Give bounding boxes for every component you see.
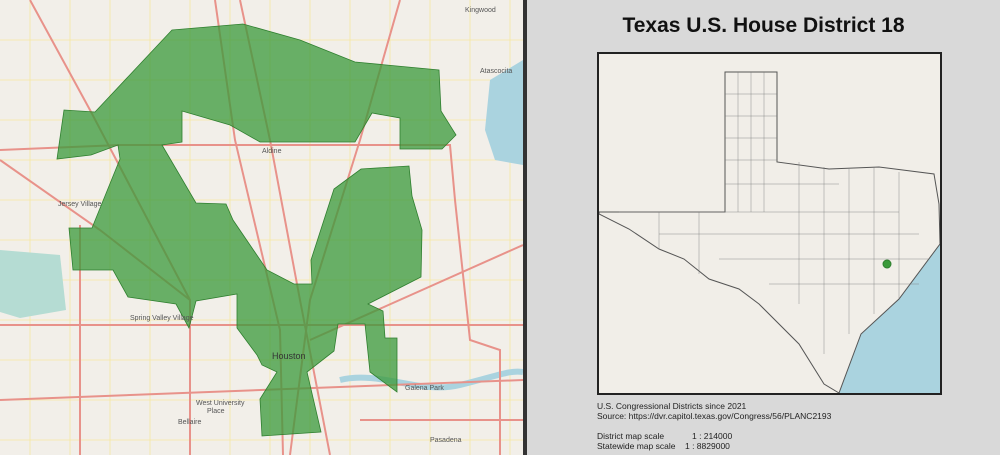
district-scale-label: District map scale [597, 431, 665, 441]
district-18-area[interactable] [56, 23, 457, 437]
gulf-water [839, 244, 940, 393]
info-source: Source: https://dvr.capitol.texas.gov/Co… [597, 411, 832, 421]
texas-outline [599, 71, 940, 393]
label-pasadena: Pasadena [430, 437, 462, 444]
statewide-scale-label: Statewide map scale [597, 441, 676, 451]
district-map-svg: Houston Aldine Galena Park Pasadena West… [0, 0, 523, 455]
label-galena-park: Galena Park [405, 385, 444, 392]
water-reservoir [0, 250, 66, 318]
county-lines [619, 72, 929, 354]
label-spring-valley: Spring Valley Village [130, 315, 194, 322]
ship-channel [339, 368, 523, 391]
label-kingwood: Kingwood [465, 7, 496, 14]
panel-divider [523, 0, 527, 455]
statewide-map [597, 52, 942, 395]
label-jersey-village: Jersey Village [58, 201, 102, 208]
label-bellaire: Bellaire [178, 419, 201, 426]
statewide-scale-value: 1 : 8829000 [685, 441, 730, 451]
page-title: Texas U.S. House District 18 [622, 14, 905, 37]
label-place: Place [207, 408, 225, 415]
label-aldine: Aldine [262, 148, 282, 155]
label-houston: Houston [272, 351, 306, 361]
water-lake [485, 60, 523, 165]
info-panel: Texas U.S. House District 18 U.S. Congre… [527, 0, 1000, 455]
label-atascocita: Atascocita [480, 68, 512, 75]
district-18-marker[interactable] [882, 259, 892, 269]
statewide-map-svg [599, 71, 940, 393]
info-districts-since: U.S. Congressional Districts since 2021 [597, 401, 747, 411]
district-scale-value: 1 : 214000 [692, 431, 733, 441]
label-west-university: West University [196, 400, 245, 407]
district-map: Houston Aldine Galena Park Pasadena West… [0, 0, 523, 455]
